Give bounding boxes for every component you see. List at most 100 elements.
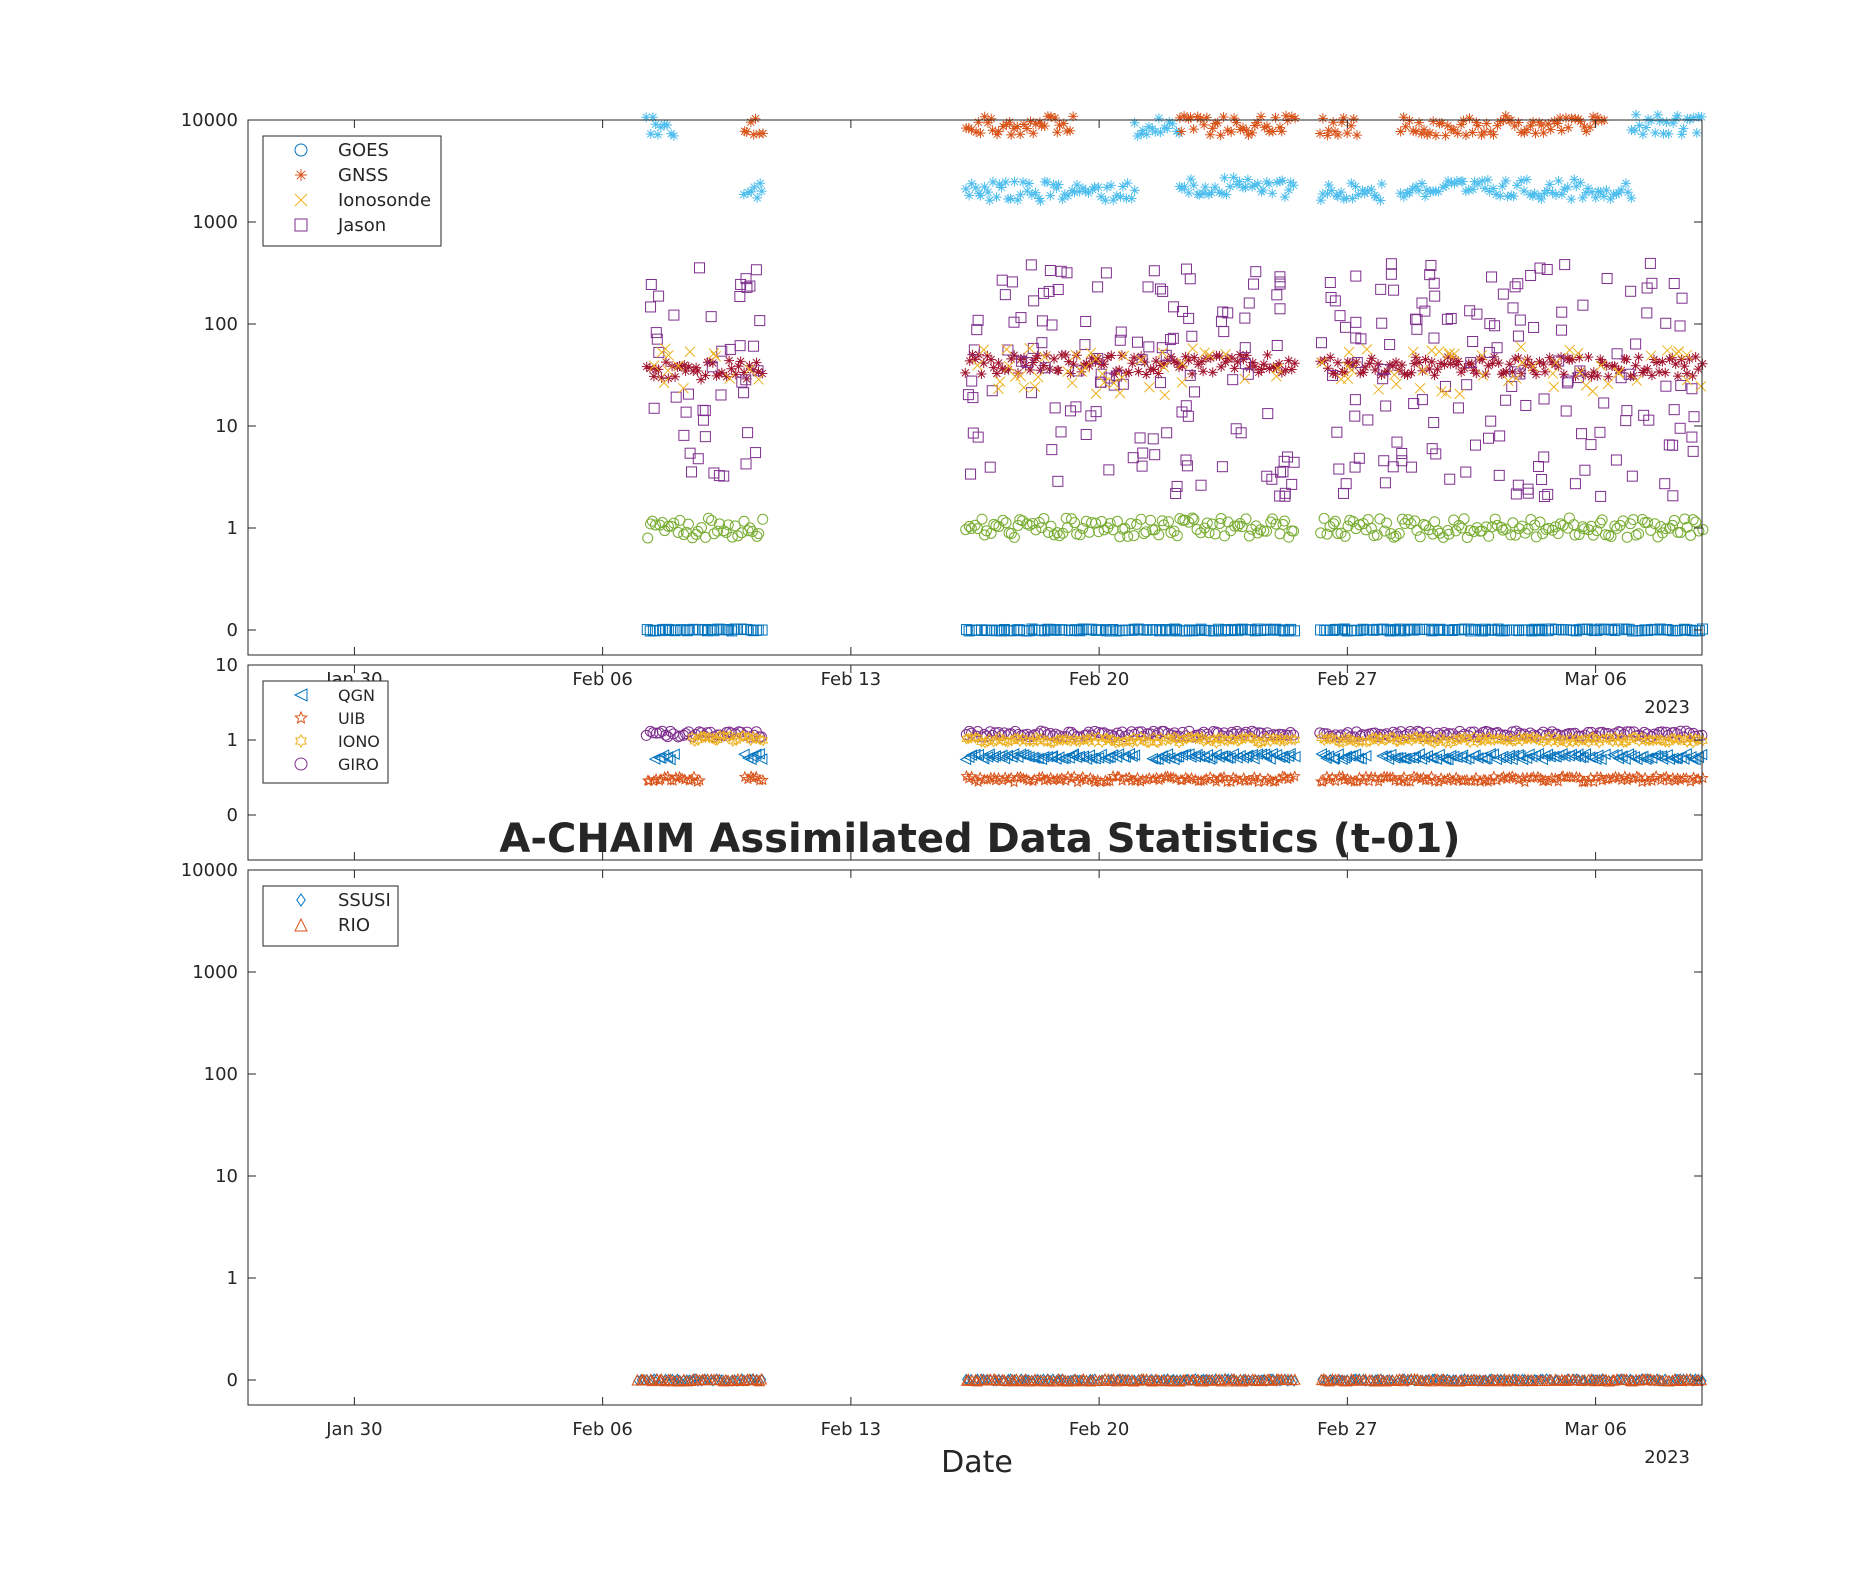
- data-point: [722, 731, 733, 743]
- data-point: [1104, 751, 1116, 764]
- data-point: [1577, 299, 1589, 311]
- data-point: [1151, 735, 1162, 748]
- data-point: [1006, 1373, 1018, 1386]
- data-point: [1079, 339, 1091, 351]
- data-point: [1488, 183, 1499, 194]
- data-point: [1477, 370, 1489, 381]
- data-point: [753, 748, 765, 760]
- data-point: [1553, 175, 1564, 186]
- data-point: [988, 771, 1001, 784]
- data-point: [1030, 524, 1042, 536]
- data-point: [1069, 1373, 1081, 1385]
- data-point: [1370, 364, 1381, 375]
- data-point: [1525, 269, 1537, 281]
- data-point: [1349, 394, 1361, 406]
- data-point: [1104, 625, 1116, 637]
- data-point: [1346, 364, 1357, 376]
- data-point: [1063, 356, 1074, 367]
- data-point: [1121, 193, 1132, 204]
- data-point: [1086, 353, 1097, 364]
- data-point: [641, 361, 652, 372]
- data-point: [1068, 111, 1079, 122]
- data-point: [1177, 734, 1189, 746]
- data-point: [648, 371, 659, 382]
- data-point: [1117, 181, 1128, 192]
- data-point: [1126, 624, 1138, 636]
- data-point: [1096, 191, 1107, 202]
- data-point: [1180, 263, 1192, 275]
- data-point: [1505, 529, 1517, 541]
- data-point: [1035, 196, 1046, 207]
- data-point: [706, 514, 718, 526]
- data-point: [684, 447, 696, 459]
- data-point: [1078, 733, 1089, 746]
- data-point: [1401, 775, 1414, 787]
- data-point: [758, 128, 769, 139]
- data-point: [1277, 175, 1288, 186]
- plot-area: [631, 1372, 1708, 1387]
- data-point: [700, 731, 711, 744]
- data-point: [1335, 373, 1347, 385]
- data-point: [1426, 443, 1438, 455]
- data-point: [1012, 121, 1023, 132]
- y-tick-label: 10: [215, 1166, 238, 1187]
- data-point: [1000, 735, 1011, 748]
- data-point: [1687, 370, 1698, 381]
- data-point: [1154, 283, 1166, 295]
- data-point: [1582, 623, 1594, 635]
- data-point: [1219, 530, 1231, 542]
- data-point: [1195, 479, 1207, 491]
- data-point: [1512, 330, 1524, 342]
- data-point: [1066, 625, 1078, 637]
- data-point: [1556, 324, 1568, 336]
- legend-label: UIB: [338, 709, 365, 728]
- data-point: [1218, 111, 1229, 122]
- data-point: [1375, 283, 1387, 295]
- data-point: [1616, 732, 1627, 745]
- data-point: [1686, 431, 1698, 443]
- data-point: [1577, 521, 1589, 533]
- data-point: [969, 519, 981, 531]
- data-point: [1003, 361, 1015, 372]
- data-point: [1107, 733, 1119, 746]
- data-point: [996, 274, 1008, 286]
- data-point: [1158, 1374, 1171, 1387]
- data-point: [966, 375, 978, 387]
- data-point: [1277, 624, 1289, 636]
- data-point: [1398, 191, 1409, 202]
- y-tick-label: 10: [215, 655, 238, 676]
- data-point: [1594, 517, 1606, 529]
- data-point: [1452, 624, 1464, 636]
- data-point: [991, 368, 1002, 379]
- data-point: [1161, 427, 1173, 439]
- data-point: [1262, 408, 1274, 420]
- data-point: [1405, 461, 1417, 473]
- data-point: [1655, 750, 1668, 762]
- data-point: [1522, 354, 1533, 365]
- data-point: [1609, 770, 1622, 783]
- x-year-label: 2023: [1644, 1447, 1690, 1468]
- data-point: [1158, 752, 1171, 765]
- data-point: [1529, 188, 1540, 199]
- data-point: [1062, 190, 1073, 201]
- data-point: [1142, 281, 1154, 293]
- data-point: [1016, 1374, 1029, 1387]
- data-point: [1282, 750, 1295, 763]
- data-point: [1662, 345, 1673, 356]
- data-point: [1018, 177, 1029, 188]
- data-point: [1339, 367, 1350, 378]
- data-point: [1513, 117, 1524, 128]
- data-point: [1108, 379, 1120, 391]
- data-point: [1162, 123, 1173, 134]
- legend-entry-qgn: QGN: [293, 686, 375, 705]
- data-point: [1601, 185, 1612, 196]
- data-point: [1332, 357, 1343, 368]
- data-point: [1626, 193, 1637, 204]
- data-point: [1164, 116, 1175, 127]
- data-point: [1672, 110, 1683, 121]
- data-point: [1108, 377, 1120, 389]
- data-point: [1440, 736, 1452, 749]
- data-point: [1476, 525, 1488, 537]
- data-point: [963, 732, 974, 745]
- data-point: [986, 113, 997, 124]
